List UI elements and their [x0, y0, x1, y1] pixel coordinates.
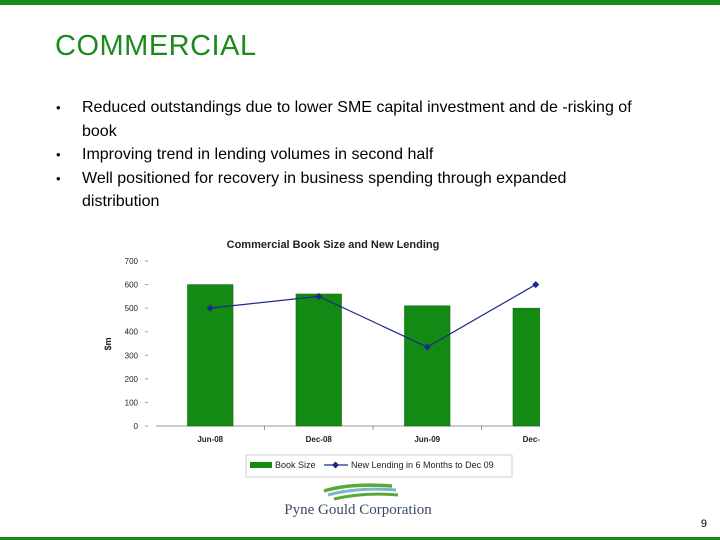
legend-box [245, 454, 513, 478]
bullet-text: Improving trend in lending volumes in se… [82, 146, 434, 163]
x-tick-label: Jun-08 [197, 435, 223, 444]
bar-book-size [404, 305, 451, 427]
bullet-list: • Reduced outstandings due to lower SME c… [56, 96, 636, 214]
x-tick-label: Dec-08 [306, 435, 333, 444]
bullet-marker: • [56, 147, 61, 162]
bullet-text: Well positioned for recovery in business… [82, 169, 567, 211]
bullet-marker: • [56, 170, 61, 186]
y-tick-label: 400 [125, 328, 139, 337]
wave-stripes-logo-icon [323, 483, 399, 501]
bullet-item: • Well positioned for recovery in busines… [56, 167, 636, 214]
legend-label-new-lending: New Lending in 6 Months to Dec 09 [351, 460, 494, 470]
logo-text: Pyne Gould Corporation [284, 502, 432, 518]
point-new-lending [423, 343, 431, 351]
point-new-lending [532, 281, 540, 289]
bullet-item: • Reduced outstandings due to lower SME c… [56, 96, 636, 143]
bullet-item: • Improving trend in lending volumes in s… [56, 143, 636, 167]
y-tick-label: 100 [125, 398, 139, 407]
x-tick-label: Jun-09 [414, 435, 440, 444]
bullet-text: Reduced outstandings due to lower SME ca… [82, 99, 632, 140]
chart-legend: Book Size New Lending in 6 Months to Dec… [245, 454, 513, 478]
line-new-lending [210, 284, 537, 348]
slide-title: COMMERCIAL [55, 30, 257, 62]
y-tick-label: 500 [125, 304, 139, 313]
bottom-accent-bar [0, 537, 720, 540]
page-number: 9 [700, 518, 707, 530]
legend-label-book-size: Book Size [275, 460, 316, 470]
chart-title: Commercial Book Size and New Lending [227, 239, 440, 251]
bullet-marker: • [56, 100, 61, 115]
point-new-lending [206, 304, 214, 312]
commercial-chart: Commercial Book Size and New Lending $m … [103, 239, 540, 478]
y-tick-label: 300 [125, 351, 139, 360]
y-tick-label: 600 [125, 281, 139, 290]
legend-marker-new-lending [331, 461, 340, 469]
y-tick-label: 0 [134, 422, 139, 431]
top-accent-bar [0, 0, 720, 5]
bar-book-size [512, 307, 540, 427]
legend-swatch-book-size [250, 462, 272, 468]
company-logo: Pyne Gould Corporation [272, 480, 444, 524]
y-tick-label: 200 [125, 375, 139, 384]
point-new-lending [315, 292, 323, 300]
bar-book-size [295, 293, 342, 427]
y-axis-label: $m [103, 337, 113, 350]
x-tick-label: Dec-09 [523, 435, 540, 444]
y-tick-label: 700 [125, 257, 139, 266]
